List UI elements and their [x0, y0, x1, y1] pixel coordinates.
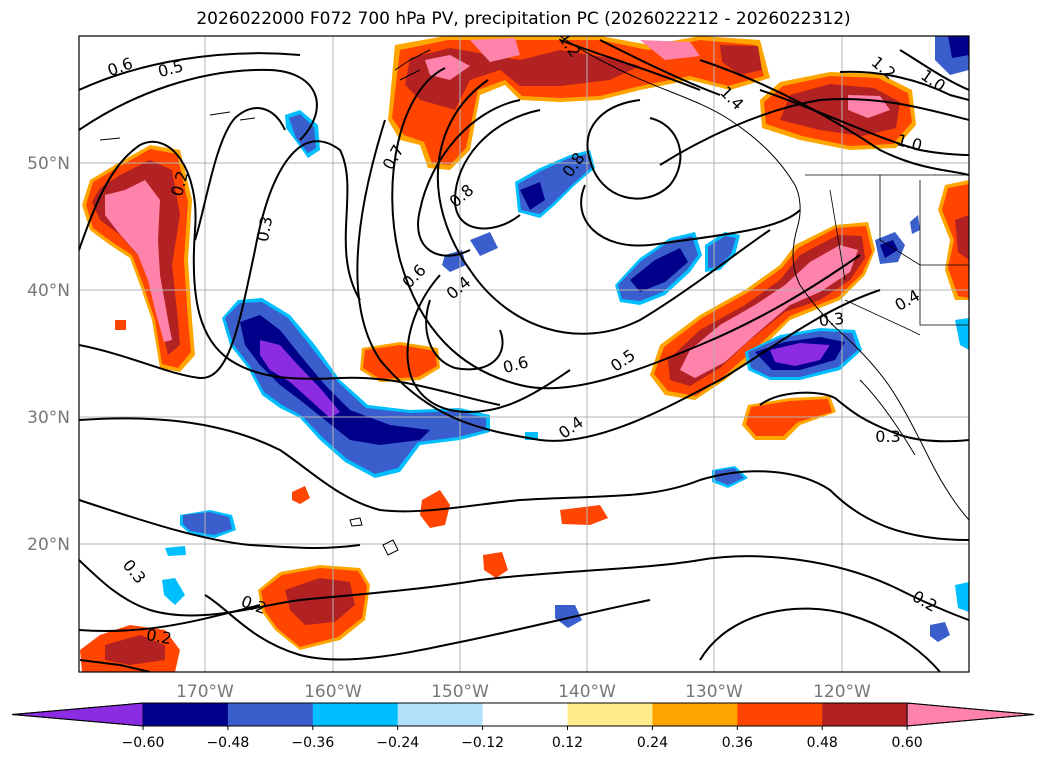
colorbar-segment	[482, 703, 568, 726]
lon-label-160w: 160°W	[304, 682, 362, 702]
colorbar-segment	[227, 703, 314, 726]
colorbar-tick-label: −0.60	[122, 735, 165, 751]
colorbar-segment	[143, 703, 229, 726]
colorbar-segment	[822, 703, 908, 726]
colorbar-segment	[397, 703, 484, 726]
negative-precip-anomaly-shading	[162, 36, 969, 642]
contour-label: 0.3	[253, 215, 276, 243]
coastlines	[99, 36, 969, 556]
colorbar: −0.60 −0.48 −0.36 −0.24 −0.12 0.12 0.24 0.36 0.4…	[11, 702, 1035, 751]
lon-label-120w: 120°W	[813, 682, 871, 702]
map-plot-area: 0.6 0.5 0.2 0.3 0.7 0.8 0.8 0.6 0.4 0.6 …	[79, 36, 969, 672]
colorbar-segment	[567, 703, 653, 726]
colorbar-segment	[652, 703, 738, 726]
lon-label-140w: 140°W	[558, 682, 616, 702]
country-borders	[805, 174, 969, 336]
lon-label-130w: 130°W	[685, 682, 743, 702]
lon-label-150w: 150°W	[431, 682, 489, 702]
colorbar-tick-label: 0.60	[892, 735, 923, 751]
latitude-labels: 50°N 40°N 30°N 20°N	[27, 154, 70, 555]
contour-label: 0.2	[145, 625, 173, 648]
colorbar-tick-label: 0.24	[637, 735, 668, 751]
pv-contours	[79, 39, 969, 672]
lon-label-170w: 170°W	[176, 682, 234, 702]
colorbar-tick-label: −0.36	[291, 735, 334, 751]
chart-title: 2026022000 F072 700 hPa PV, precipitatio…	[196, 9, 851, 29]
lat-label-40n: 40°N	[27, 281, 70, 301]
contour-label: 0.3	[818, 309, 845, 330]
lat-label-20n: 20°N	[27, 535, 70, 555]
colorbar-extend-max	[906, 702, 1035, 727]
colorbar-tick-label: 0.48	[807, 735, 838, 751]
colorbar-segment	[737, 703, 823, 726]
map-frame	[78, 35, 970, 673]
positive-precip-anomaly-shading	[80, 36, 969, 672]
colorbar-tick-label: −0.12	[461, 735, 504, 751]
colorbar-tick-label: −0.24	[376, 735, 419, 751]
contour-label: 0.3	[875, 427, 900, 446]
colorbar-tick-label: −0.48	[206, 735, 249, 751]
colorbar-extend-min	[11, 702, 144, 727]
colorbar-tick-label: 0.12	[552, 735, 583, 751]
lat-label-30n: 30°N	[27, 408, 70, 428]
colorbar-tick-label: 0.36	[722, 735, 753, 751]
colorbar-segment	[312, 703, 399, 726]
longitude-labels: 170°W 160°W 150°W 140°W 130°W 120°W	[176, 682, 871, 702]
lat-label-50n: 50°N	[27, 154, 70, 174]
